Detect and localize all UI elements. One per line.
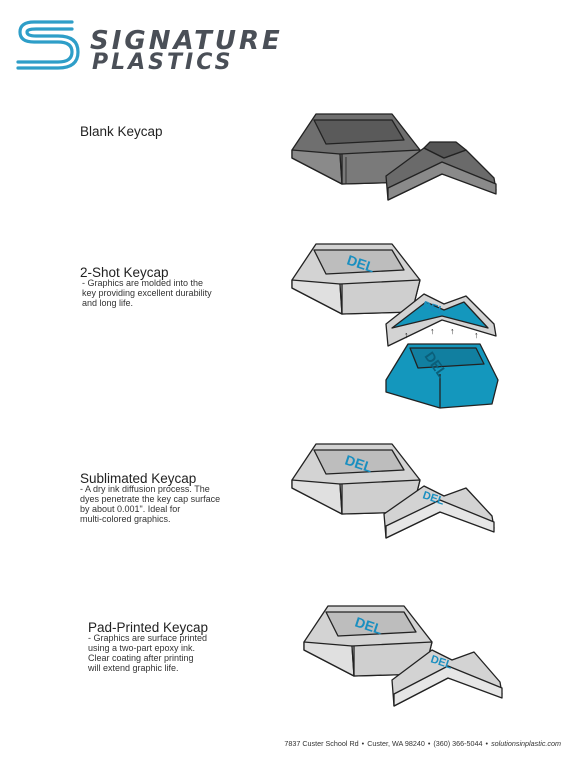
two-shot-keycap-description: - Graphics are molded into the key provi… [82, 278, 212, 308]
blank-keycap-title: Blank Keycap [80, 124, 163, 139]
svg-text:↑: ↑ [474, 330, 479, 340]
blank-keycap-illustration [291, 113, 497, 201]
sublimated-keycap-description: - A dry ink diffusion process. The dyes … [80, 484, 221, 524]
pad-printed-keycap-illustration: DEL DEL [303, 605, 503, 707]
footer-website-link[interactable]: solutionsinplastic.com [491, 739, 561, 748]
brand-logo: SIGNATURE PLASTICS [12, 12, 312, 75]
pad-printed-keycap-title: Pad-Printed Keycap [88, 620, 209, 635]
two-shot-keycap-illustration: DEL DEL ↑ ↑ ↑ ↑ DEL [291, 243, 499, 409]
two-shot-keycap-title: 2-Shot Keycap [80, 265, 169, 280]
pad-printed-keycap-description: - Graphics are surface printed using a t… [88, 633, 208, 673]
brand-name-line1: SIGNATURE [90, 26, 283, 56]
footer-phone: (360) 366-5044 [433, 739, 483, 748]
footer-address: 7837 Custer School Rd [284, 739, 359, 748]
sublimated-keycap-title: Sublimated Keycap [80, 471, 197, 486]
brand-name-line2: PLASTICS [92, 50, 234, 75]
svg-text:↑: ↑ [430, 326, 435, 336]
up-arrows-icon: ↑ ↑ ↑ ↑ [404, 326, 479, 340]
footer-contact: 7837 Custer School Rd • Custer, WA 98240 •(… [284, 739, 561, 748]
footer-city: Custer, WA 98240 [367, 739, 425, 748]
brand-mark-icon [16, 20, 80, 70]
sublimated-keycap-illustration: DEL DEL [291, 443, 495, 539]
svg-text:↑: ↑ [404, 330, 409, 340]
svg-text:↑: ↑ [450, 326, 455, 336]
